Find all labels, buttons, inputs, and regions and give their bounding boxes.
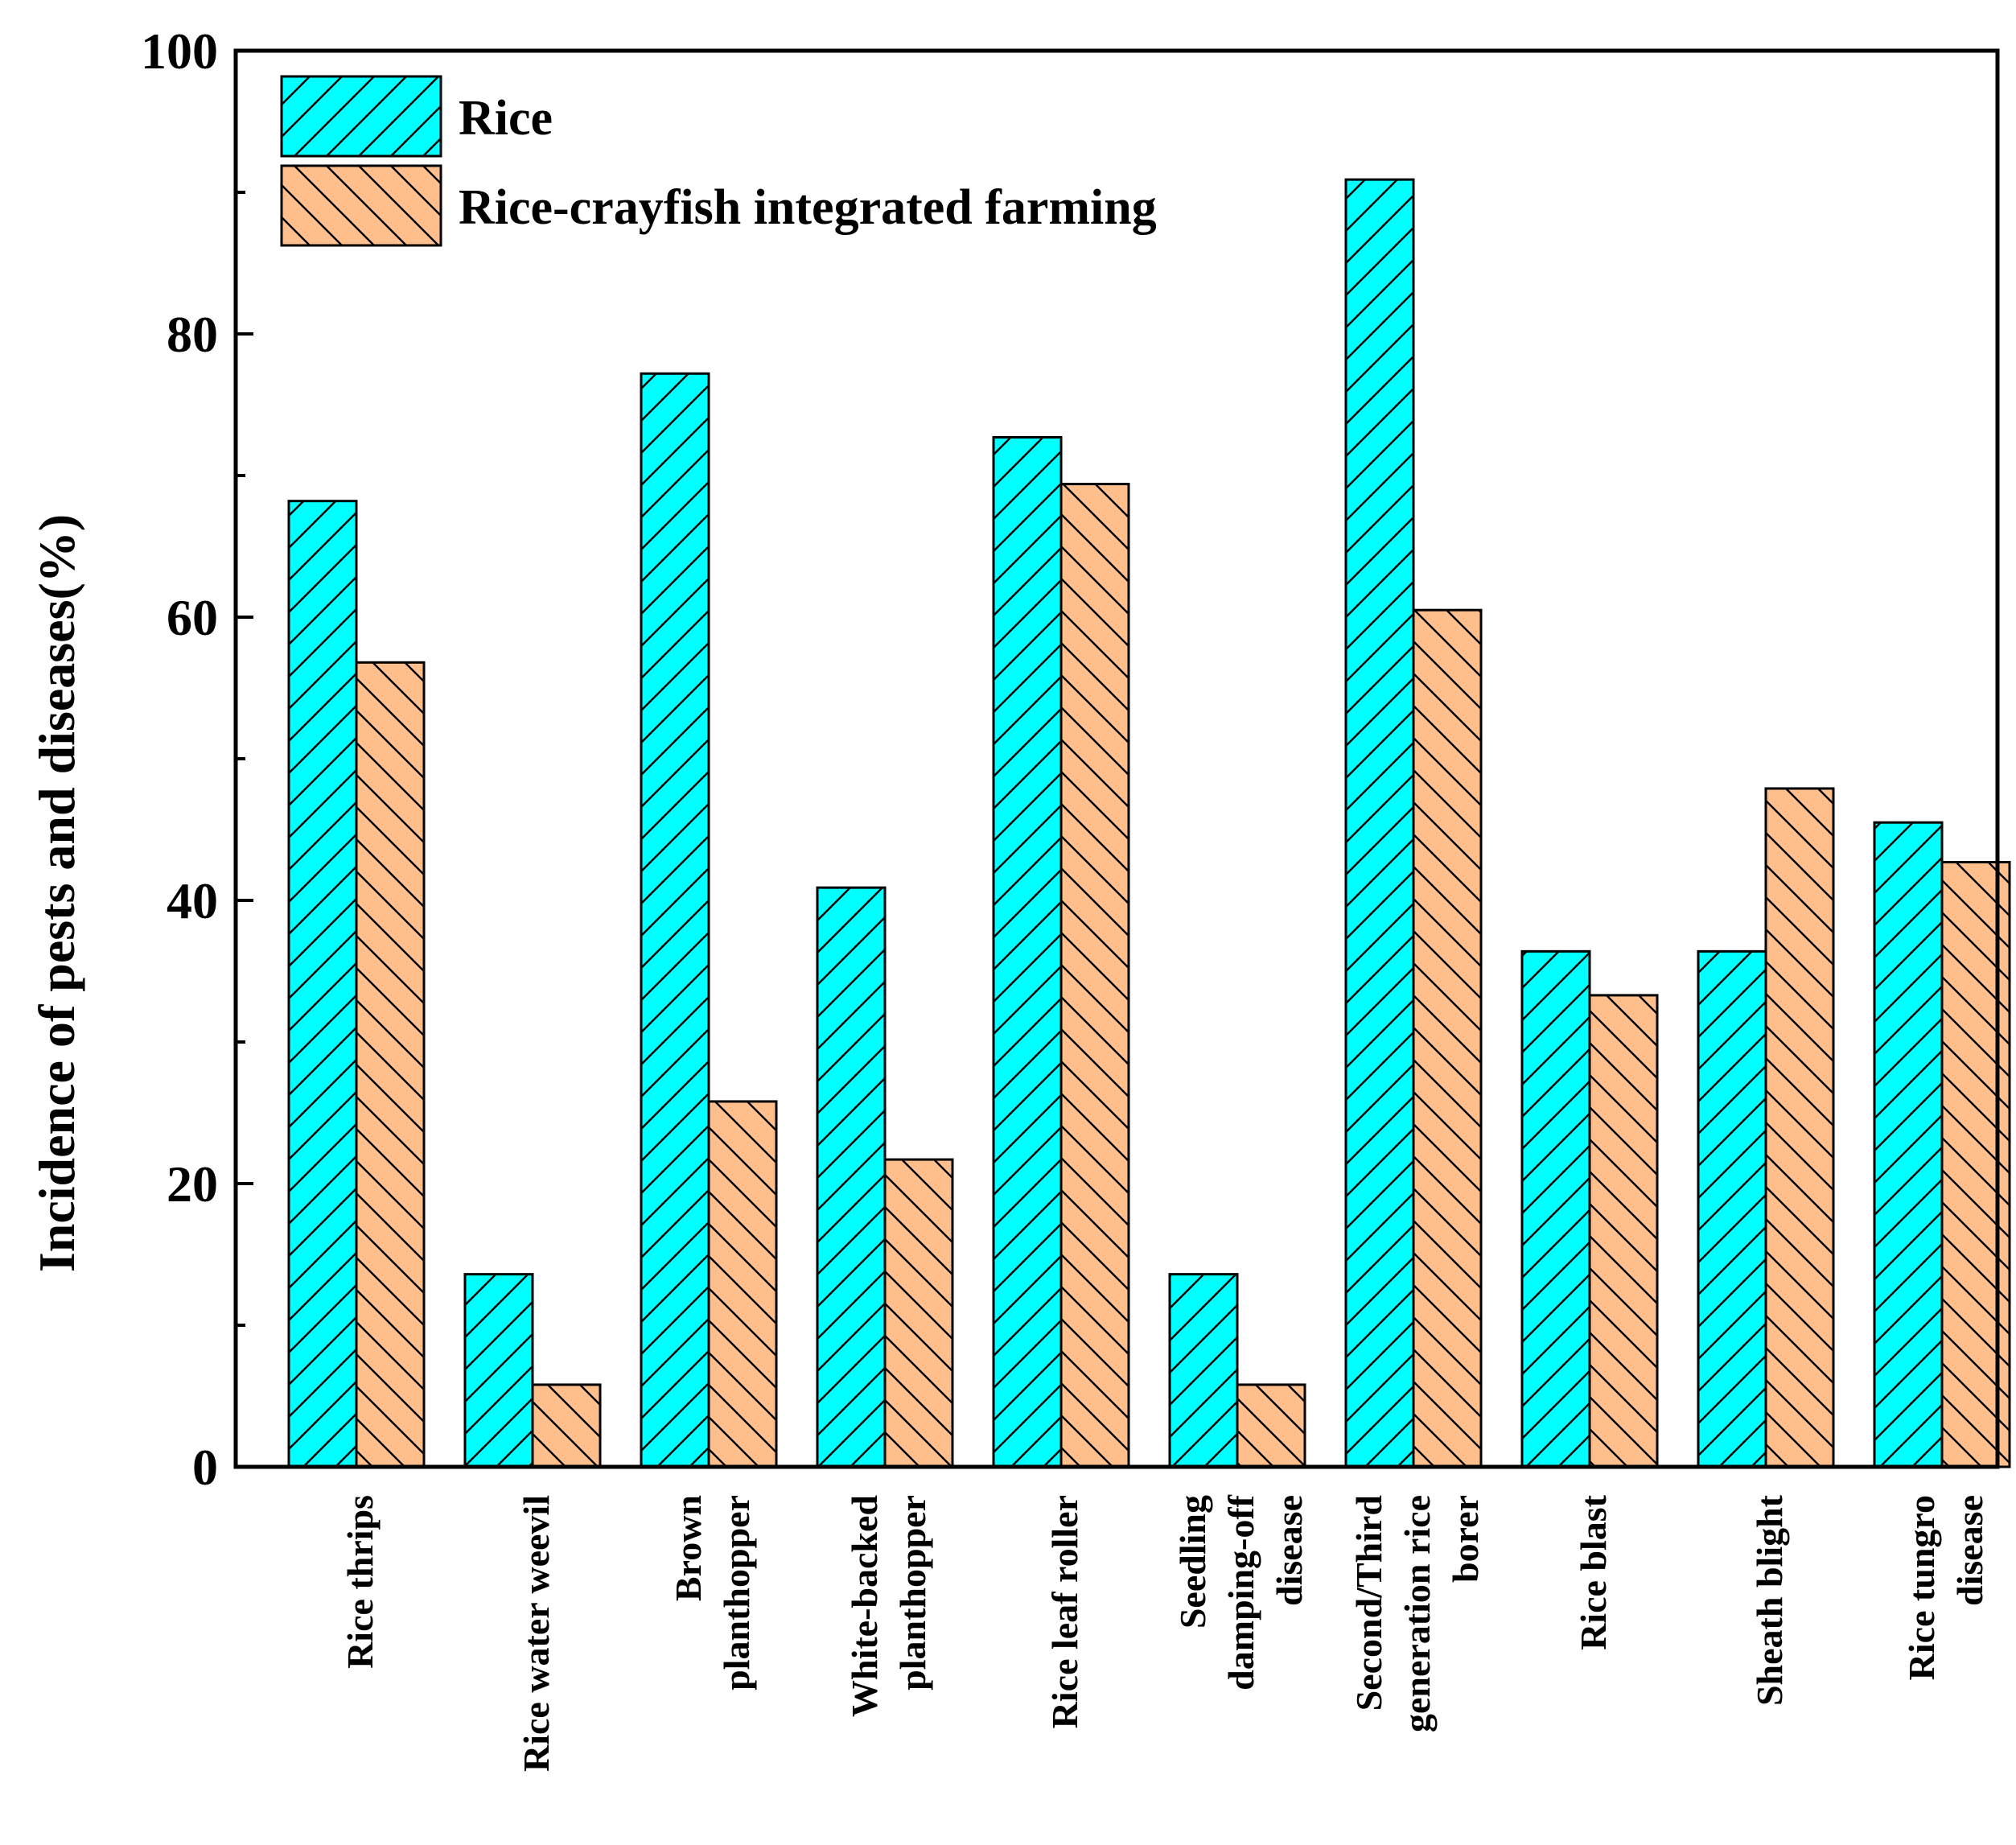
bar-rice xyxy=(287,500,358,1468)
x-category-label: Seedling xyxy=(1172,1495,1213,1629)
x-category-label: planthopper xyxy=(716,1495,757,1691)
x-category-label: Rice water weevil xyxy=(516,1495,557,1772)
y-tick-label: 40 xyxy=(167,872,218,929)
bar-rice-crayfish xyxy=(1236,1383,1306,1468)
x-category-label: planthopper xyxy=(892,1495,933,1691)
x-category-label: Rice thrips xyxy=(339,1495,381,1669)
x-category-label: Brown xyxy=(668,1495,709,1601)
bars xyxy=(287,178,2011,1468)
legend-label-rice-crayfish: Rice-crayfish integrated farming xyxy=(459,180,1157,235)
bar-rice-crayfish xyxy=(1764,787,1835,1468)
y-axis-ticks: 0 20 40 60 80 100 xyxy=(141,23,253,1496)
bar-rice xyxy=(640,372,710,1468)
y-axis-title: Incidence of pests and diseases(%) xyxy=(28,514,85,1272)
bar-rice xyxy=(1168,1273,1239,1468)
bar-rice xyxy=(992,435,1063,1468)
x-category-label: Rice leaf roller xyxy=(1044,1495,1085,1728)
x-category-label: disease xyxy=(1949,1495,1990,1606)
legend-swatch-rice-crayfish xyxy=(280,164,442,247)
bar-rice-crayfish xyxy=(531,1383,602,1468)
x-category-label: Second/Third xyxy=(1348,1495,1389,1711)
legend: Rice Rice-crayfish integrated farming xyxy=(280,75,1157,247)
x-category-label: Rice tungro xyxy=(1901,1495,1942,1680)
bar-rice-crayfish xyxy=(1412,608,1483,1468)
y-tick-label: 0 xyxy=(192,1439,218,1496)
bar-rice-crayfish xyxy=(883,1158,954,1468)
legend-label-rice: Rice xyxy=(459,91,553,146)
x-category-label: Sheath blight xyxy=(1749,1494,1790,1706)
x-category-label: White-backed xyxy=(844,1495,885,1717)
y-tick-label: 100 xyxy=(141,23,218,80)
y-tick-label: 60 xyxy=(167,589,218,646)
x-category-label: generation rice xyxy=(1397,1495,1438,1732)
x-axis-labels: Rice thrips Rice water weevil Brown plantho… xyxy=(339,1494,1990,1772)
x-category-label: damping-off xyxy=(1220,1494,1261,1690)
y-tick-label: 80 xyxy=(167,306,218,363)
bar-rice-crayfish xyxy=(1059,483,1130,1468)
x-category-label: borer xyxy=(1445,1495,1486,1583)
bar-rice-crayfish xyxy=(707,1100,778,1468)
x-category-label: Rice blast xyxy=(1573,1494,1614,1650)
x-category-label: disease xyxy=(1269,1495,1310,1606)
bar-rice-crayfish xyxy=(355,661,426,1468)
bar-rice xyxy=(1520,949,1591,1468)
bar-rice xyxy=(816,886,887,1468)
y-tick-label: 20 xyxy=(167,1155,218,1213)
bar-rice xyxy=(1697,949,1767,1468)
legend-swatch-rice xyxy=(280,75,442,158)
bar-rice xyxy=(1344,178,1415,1468)
bar-rice xyxy=(1873,821,1944,1468)
bar-rice-crayfish xyxy=(1588,994,1659,1468)
bar-rice xyxy=(463,1273,534,1468)
